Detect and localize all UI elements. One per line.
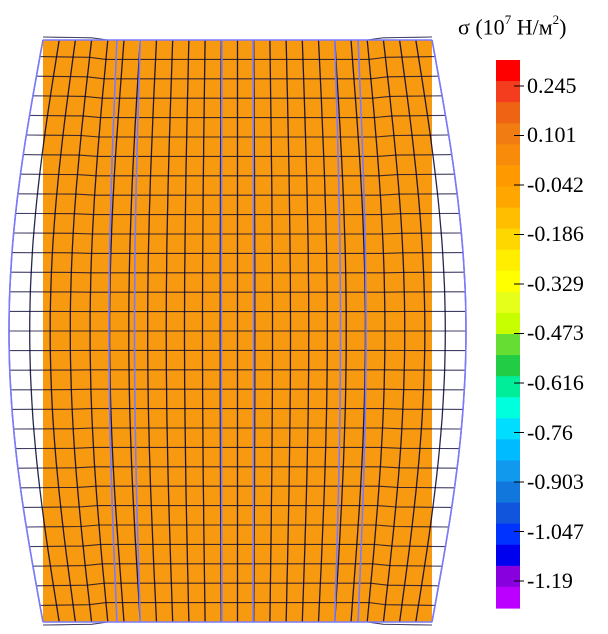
outline-line (133, 39, 142, 623)
legend-tick-label: -0.473 (527, 320, 584, 345)
mesh-line-horizontal (15, 212, 460, 216)
outline-line (252, 40, 255, 622)
colorbar-segment (496, 186, 520, 209)
mesh-line-horizontal (32, 95, 443, 99)
legend-tick-label: 0.245 (527, 73, 577, 98)
colorbar-segment (496, 586, 520, 609)
mesh-line-horizontal (32, 563, 443, 567)
mesh-line-horizontal (25, 524, 450, 528)
legend-title-suffix: ) (559, 14, 567, 40)
legend-tick-label: -0.76 (527, 420, 573, 445)
legend-tick-label: -1.19 (527, 568, 573, 593)
colorbar-segment (496, 270, 520, 293)
mesh-line-horizontal (20, 173, 455, 177)
colorbar-segment (496, 249, 520, 272)
colorbar-segment (496, 228, 520, 251)
colorbar-segment (496, 397, 520, 419)
mesh-line-horizontal (13, 427, 462, 430)
mesh-line-horizontal (11, 408, 464, 410)
outline-line (8, 39, 44, 623)
colorbar-segment (496, 312, 520, 335)
mesh-line-horizontal (22, 154, 453, 157)
colorbar-segment (496, 523, 520, 546)
colorbar-segment (496, 418, 520, 440)
mesh-line-horizontal (17, 193, 458, 196)
colorbar-segment (496, 123, 520, 145)
mesh-line-horizontal (10, 271, 465, 274)
mesh-line-horizontal (29, 543, 446, 548)
mesh-line-horizontal (39, 602, 436, 606)
legend-tick-label: -0.903 (527, 469, 584, 494)
colorbar-segment (496, 460, 520, 483)
mesh-line-horizontal (35, 582, 440, 587)
colorbar-segment (496, 144, 520, 166)
mesh-line-horizontal (17, 466, 458, 469)
colorbar-segment (496, 481, 520, 504)
colorbar-segment (496, 355, 520, 377)
legend-symbol: σ (458, 14, 470, 40)
specimen (8, 36, 467, 626)
colorbar-segment (496, 291, 520, 314)
legend-tick-label: -0.329 (527, 271, 584, 296)
colorbar-segment (496, 81, 520, 103)
legend-title-unit-exponent: 2 (552, 12, 560, 27)
mesh-line-horizontal (39, 56, 436, 60)
colorbar-segment (496, 544, 520, 567)
legend-title-prefix: (10 (475, 14, 505, 40)
legend-tick-label: 0.101 (527, 122, 577, 147)
colorbar-segment (496, 207, 520, 230)
colorbar-segment (496, 334, 520, 356)
outline-line (334, 39, 342, 623)
colorbar-segment (496, 102, 520, 124)
mesh-line-horizontal (13, 232, 462, 235)
colorbar-segment (496, 165, 520, 188)
legend-title-unit: Н/м (511, 14, 553, 40)
colorbar-segment (496, 565, 520, 588)
mesh-line-horizontal (20, 485, 455, 489)
legend-tick-label: -0.042 (527, 172, 584, 197)
legend-tick-label: -1.047 (527, 519, 584, 544)
mesh-line-horizontal (35, 75, 440, 80)
outline-line (357, 39, 367, 623)
mesh-line-horizontal (29, 114, 446, 119)
legend-title-exponent: 7 (504, 12, 512, 27)
colorbar-segment (496, 502, 520, 525)
legend-tick-label: -0.186 (527, 221, 584, 246)
mesh-line-horizontal (15, 446, 460, 450)
mesh-line-horizontal (22, 505, 453, 508)
legend-title: σ (107 Н/м2) (458, 12, 567, 40)
colorbar-segment (496, 439, 520, 462)
legend-colorbar (496, 60, 524, 609)
mesh-line-horizontal (25, 134, 450, 138)
outline-line (220, 40, 223, 622)
mesh-line-horizontal (10, 388, 465, 391)
colorbar-segment (496, 376, 520, 398)
outline-line (108, 39, 118, 623)
colorbar-segment (496, 60, 520, 82)
mesh-line-horizontal (11, 252, 464, 254)
legend-tick-label: -0.616 (527, 370, 584, 395)
outline-line (431, 39, 467, 623)
